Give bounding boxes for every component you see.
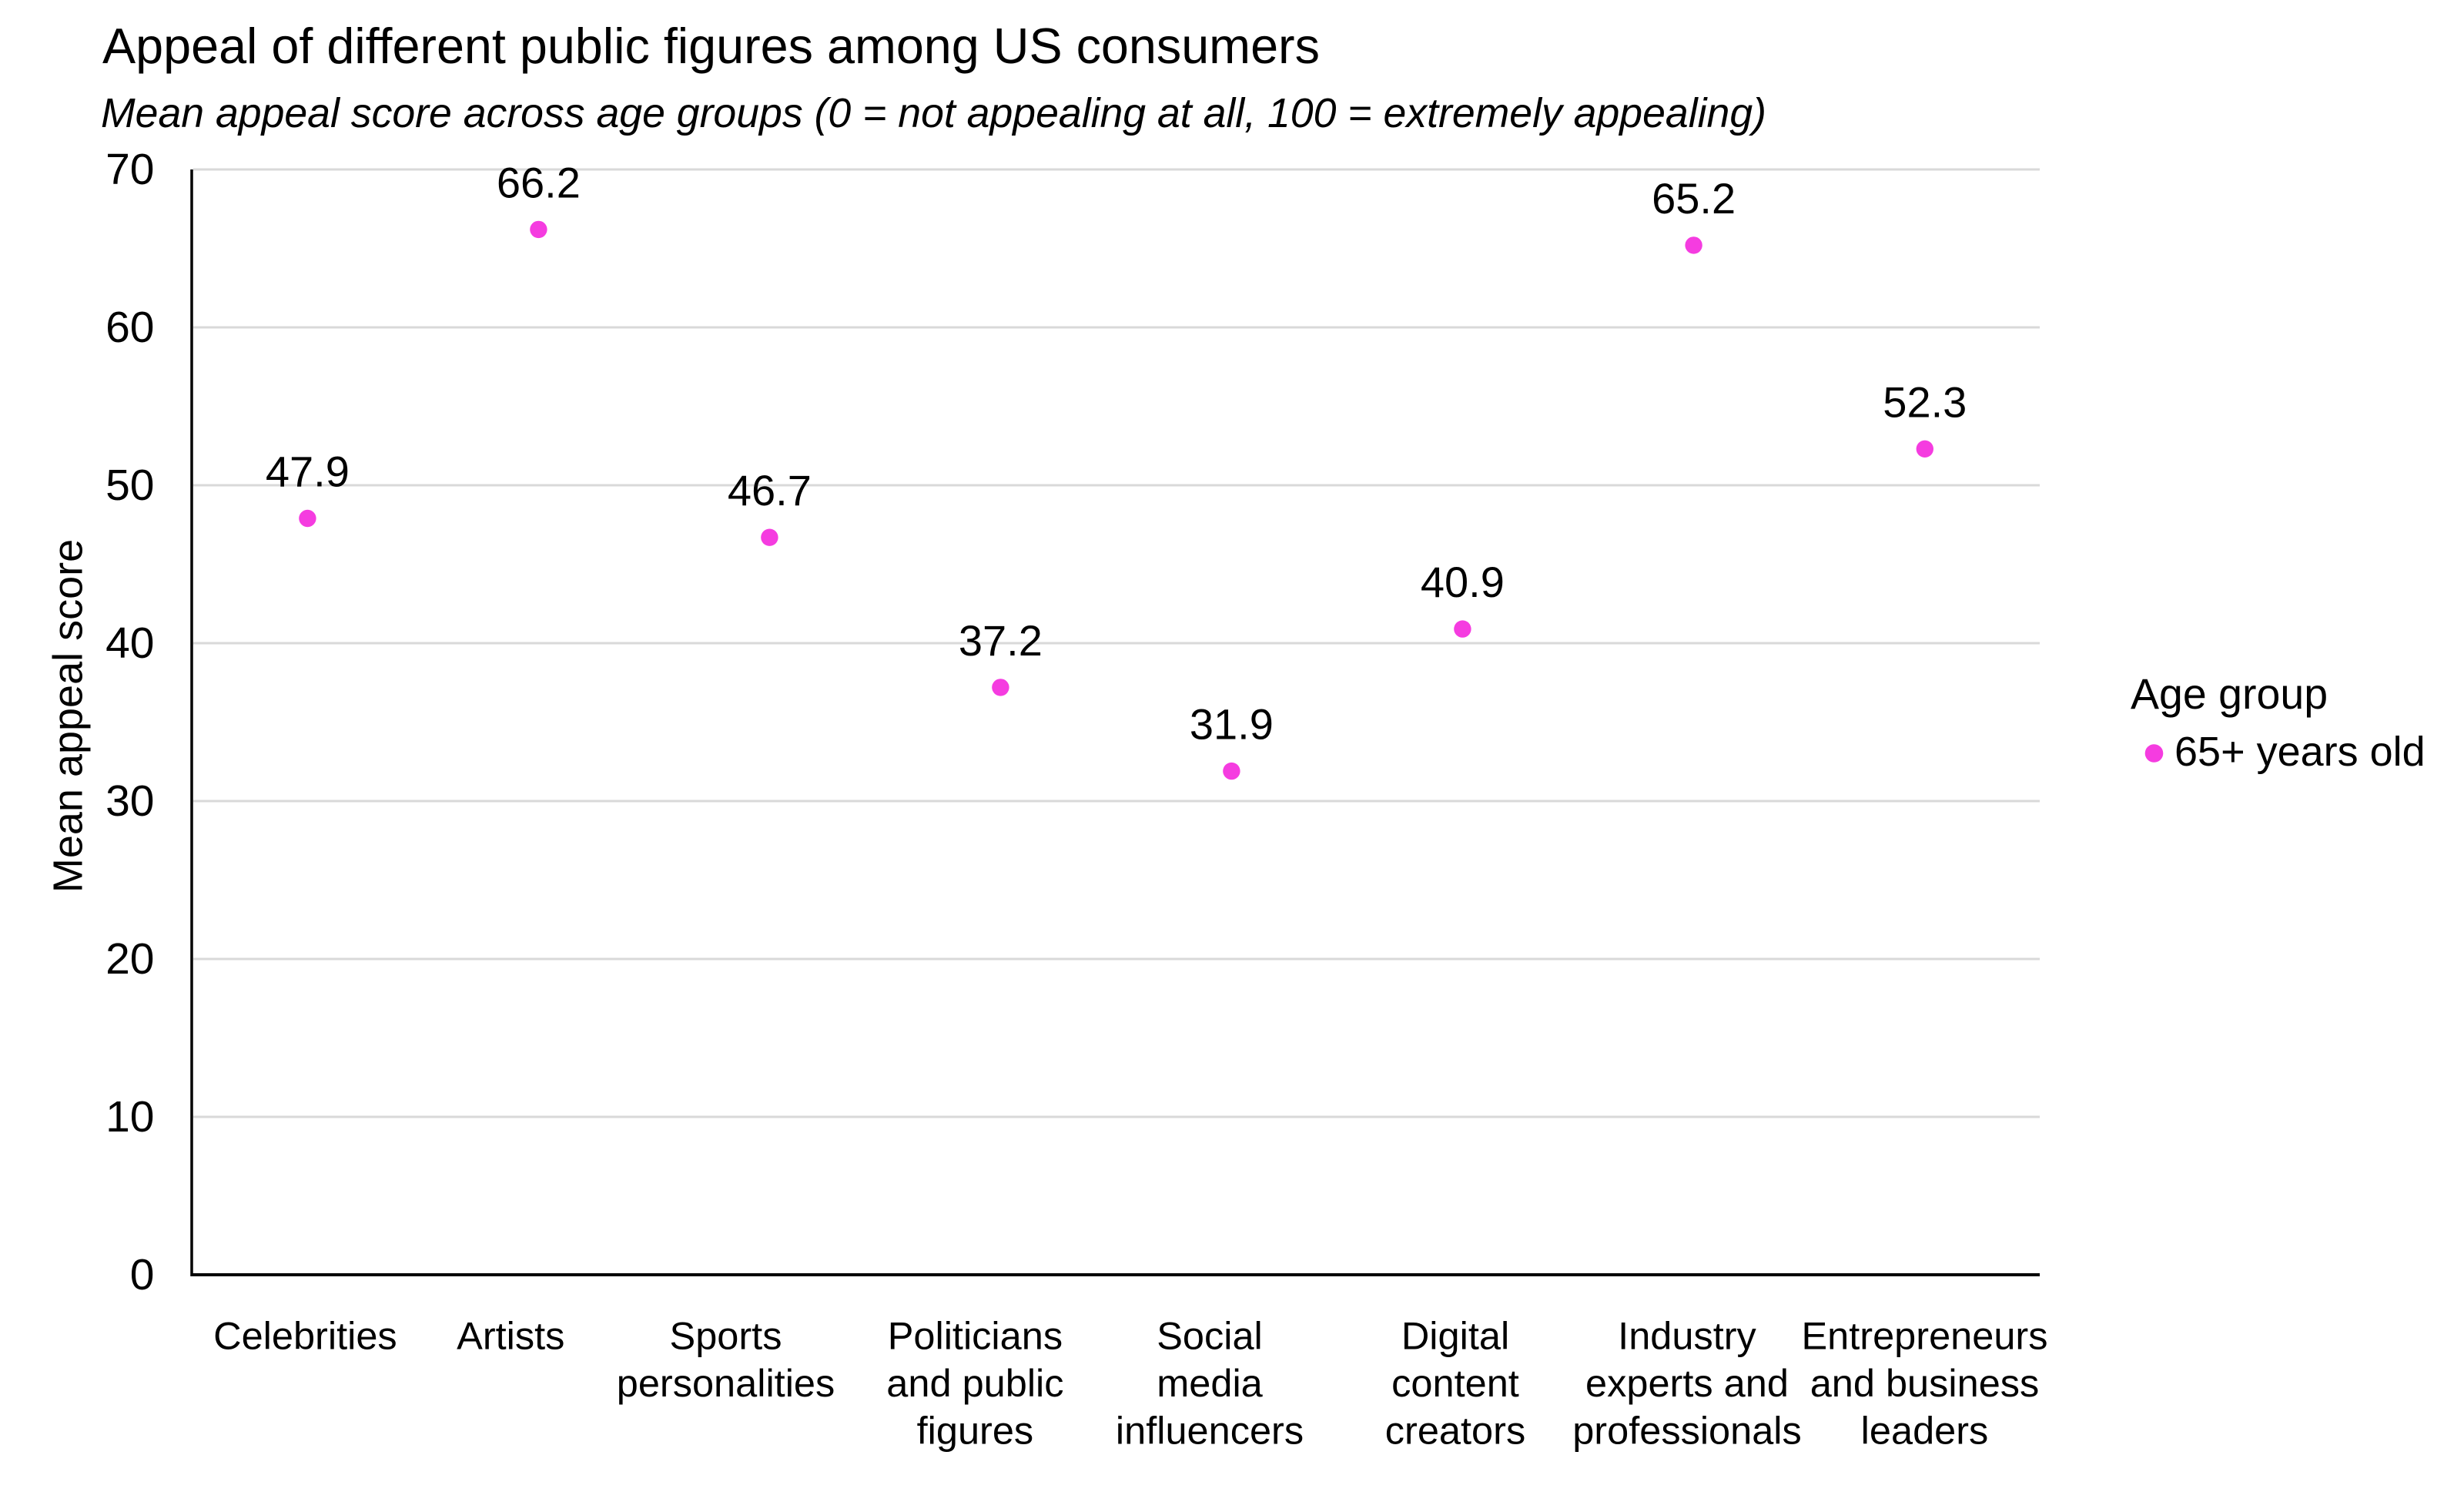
- svg-text:figures: figures: [917, 1409, 1034, 1453]
- svg-text:experts and: experts and: [1585, 1361, 1789, 1405]
- svg-text:0: 0: [130, 1250, 155, 1299]
- svg-text:50: 50: [105, 461, 154, 510]
- svg-text:65.2: 65.2: [1652, 174, 1736, 223]
- svg-text:66.2: 66.2: [497, 158, 581, 206]
- svg-text:Entrepreneurs: Entrepreneurs: [1801, 1314, 2047, 1358]
- svg-text:influencers: influencers: [1116, 1409, 1304, 1453]
- svg-text:creators: creators: [1385, 1409, 1525, 1453]
- svg-text:Politicians: Politicians: [888, 1314, 1063, 1358]
- svg-text:and public: and public: [886, 1361, 1063, 1405]
- svg-text:47.9: 47.9: [266, 448, 350, 496]
- svg-text:Industry: Industry: [1618, 1314, 1756, 1358]
- svg-text:46.7: 46.7: [728, 466, 812, 515]
- svg-text:60: 60: [105, 303, 154, 352]
- svg-text:personalities: personalities: [617, 1361, 835, 1405]
- svg-text:40.9: 40.9: [1421, 558, 1505, 606]
- svg-text:31.9: 31.9: [1190, 700, 1274, 749]
- svg-text:Appeal of different public fig: Appeal of different public figures among…: [102, 18, 1320, 74]
- svg-text:20: 20: [105, 934, 154, 984]
- svg-text:and business: and business: [1810, 1361, 2040, 1405]
- svg-text:Mean appeal score: Mean appeal score: [45, 539, 92, 893]
- svg-text:30: 30: [105, 776, 154, 826]
- svg-text:leaders: leaders: [1861, 1409, 1989, 1453]
- svg-text:content: content: [1391, 1361, 1519, 1405]
- svg-text:media: media: [1157, 1361, 1263, 1405]
- svg-text:70: 70: [105, 145, 154, 194]
- svg-text:65+ years old: 65+ years old: [2174, 729, 2426, 775]
- svg-text:Celebrities: Celebrities: [213, 1314, 397, 1358]
- svg-text:Artists: Artists: [457, 1314, 564, 1358]
- svg-text:Mean appeal score across age g: Mean appeal score across age groups (0 =…: [101, 90, 1766, 136]
- svg-text:37.2: 37.2: [959, 616, 1043, 665]
- svg-text:professionals: professionals: [1572, 1409, 1802, 1453]
- svg-text:40: 40: [105, 619, 154, 668]
- svg-text:Digital: Digital: [1401, 1314, 1509, 1358]
- svg-text:Sports: Sports: [670, 1314, 782, 1358]
- svg-text:Social: Social: [1157, 1314, 1263, 1358]
- svg-text:52.3: 52.3: [1883, 377, 1967, 426]
- svg-text:Age group: Age group: [2131, 670, 2328, 718]
- svg-text:10: 10: [105, 1092, 154, 1142]
